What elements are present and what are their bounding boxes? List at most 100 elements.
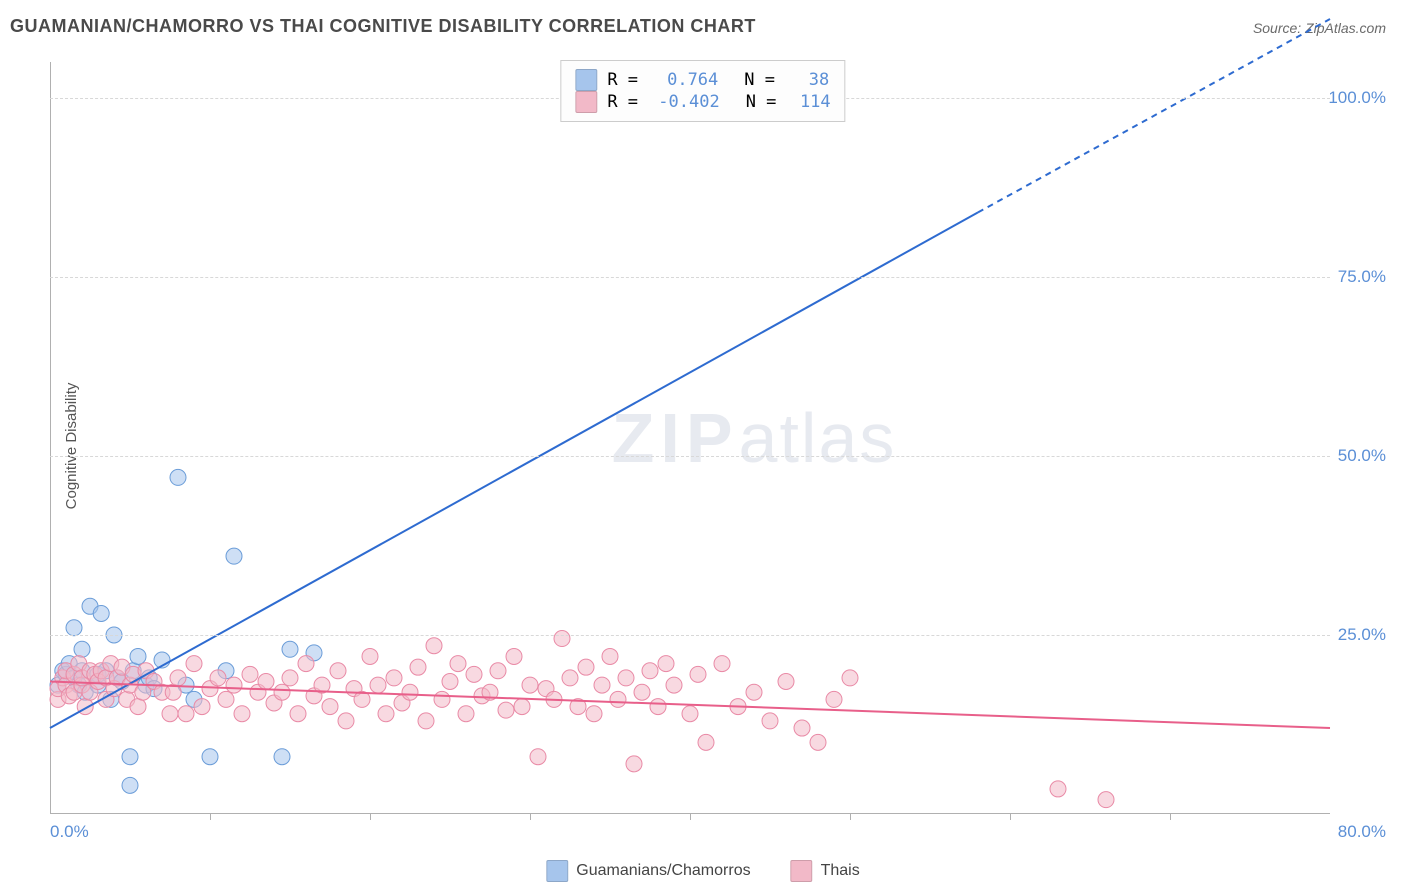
data-point: [794, 720, 810, 736]
data-point: [698, 734, 714, 750]
legend-row-blue: R = 0.764 N = 38: [575, 69, 830, 91]
data-point: [210, 670, 226, 686]
data-point: [322, 699, 338, 715]
data-point: [362, 648, 378, 664]
data-point: [93, 605, 109, 621]
data-point: [666, 677, 682, 693]
data-point: [490, 663, 506, 679]
n-label: N =: [744, 70, 785, 90]
data-point: [578, 659, 594, 675]
data-point: [842, 670, 858, 686]
data-point: [242, 666, 258, 682]
data-point: [122, 749, 138, 765]
data-point: [226, 548, 242, 564]
data-point: [458, 706, 474, 722]
data-point: [778, 674, 794, 690]
data-point: [298, 656, 314, 672]
swatch-icon: [546, 860, 568, 882]
correlation-legend: R = 0.764 N = 38 R = -0.402 N = 114: [560, 60, 845, 122]
trend-line-extrapolated: [978, 19, 1330, 212]
swatch-blue: [575, 69, 597, 91]
legend-label: Guamanians/Chamorros: [576, 862, 750, 880]
data-point: [170, 469, 186, 485]
legend-row-pink: R = -0.402 N = 114: [575, 91, 830, 113]
data-point: [466, 666, 482, 682]
data-point: [682, 706, 698, 722]
data-point: [826, 691, 842, 707]
data-point: [610, 691, 626, 707]
data-point: [370, 677, 386, 693]
data-point: [586, 706, 602, 722]
legend-label: Thais: [821, 862, 860, 880]
data-point: [378, 706, 394, 722]
data-point: [226, 677, 242, 693]
data-point: [186, 656, 202, 672]
data-point: [130, 648, 146, 664]
data-point: [258, 674, 274, 690]
data-point: [330, 663, 346, 679]
data-point: [170, 670, 186, 686]
y-tick-label: 100.0%: [1266, 88, 1386, 108]
chart-title: GUAMANIAN/CHAMORRO VS THAI COGNITIVE DIS…: [10, 16, 756, 37]
data-point: [1098, 792, 1114, 808]
data-point: [282, 641, 298, 657]
data-point: [402, 684, 418, 700]
data-point: [410, 659, 426, 675]
data-point: [290, 706, 306, 722]
data-point: [234, 706, 250, 722]
data-point: [426, 638, 442, 654]
swatch-icon: [791, 860, 813, 882]
data-point: [746, 684, 762, 700]
legend-item-guamanians: Guamanians/Chamorros: [546, 860, 750, 882]
data-point: [418, 713, 434, 729]
swatch-pink: [575, 91, 597, 113]
data-point: [522, 677, 538, 693]
y-tick-label: 25.0%: [1266, 625, 1386, 645]
data-point: [514, 699, 530, 715]
data-point: [634, 684, 650, 700]
data-point: [618, 670, 634, 686]
data-point: [162, 706, 178, 722]
data-point: [122, 777, 138, 793]
data-point: [202, 749, 218, 765]
y-tick-label: 75.0%: [1266, 267, 1386, 287]
data-point: [602, 648, 618, 664]
data-point: [562, 670, 578, 686]
data-point: [338, 713, 354, 729]
data-point: [178, 706, 194, 722]
plot-area: ZIPatlas 25.0%50.0%75.0%100.0%0.0%80.0%: [50, 62, 1330, 814]
data-point: [66, 620, 82, 636]
y-tick-label: 50.0%: [1266, 446, 1386, 466]
data-point: [642, 663, 658, 679]
data-point: [274, 684, 290, 700]
source-attribution: Source: ZipAtlas.com: [1253, 20, 1386, 36]
data-point: [274, 749, 290, 765]
n-value: 38: [795, 70, 829, 90]
data-point: [554, 631, 570, 647]
data-point: [450, 656, 466, 672]
data-point: [762, 713, 778, 729]
data-point: [218, 691, 234, 707]
r-value: 0.764: [658, 70, 718, 90]
data-point: [1050, 781, 1066, 797]
legend-item-thais: Thais: [791, 860, 860, 882]
data-point: [194, 699, 210, 715]
data-point: [442, 674, 458, 690]
data-point: [714, 656, 730, 672]
data-point: [594, 677, 610, 693]
data-point: [650, 699, 666, 715]
series-legend: Guamanians/Chamorros Thais: [546, 860, 859, 882]
data-point: [386, 670, 402, 686]
data-point: [626, 756, 642, 772]
data-point: [434, 691, 450, 707]
data-point: [498, 702, 514, 718]
x-tick-label: 0.0%: [50, 822, 89, 842]
data-point: [130, 699, 146, 715]
chart-svg: [50, 62, 1330, 814]
r-label: R =: [607, 92, 648, 112]
data-point: [810, 734, 826, 750]
data-point: [506, 648, 522, 664]
data-point: [282, 670, 298, 686]
n-value: 114: [797, 92, 831, 112]
r-label: R =: [607, 70, 648, 90]
